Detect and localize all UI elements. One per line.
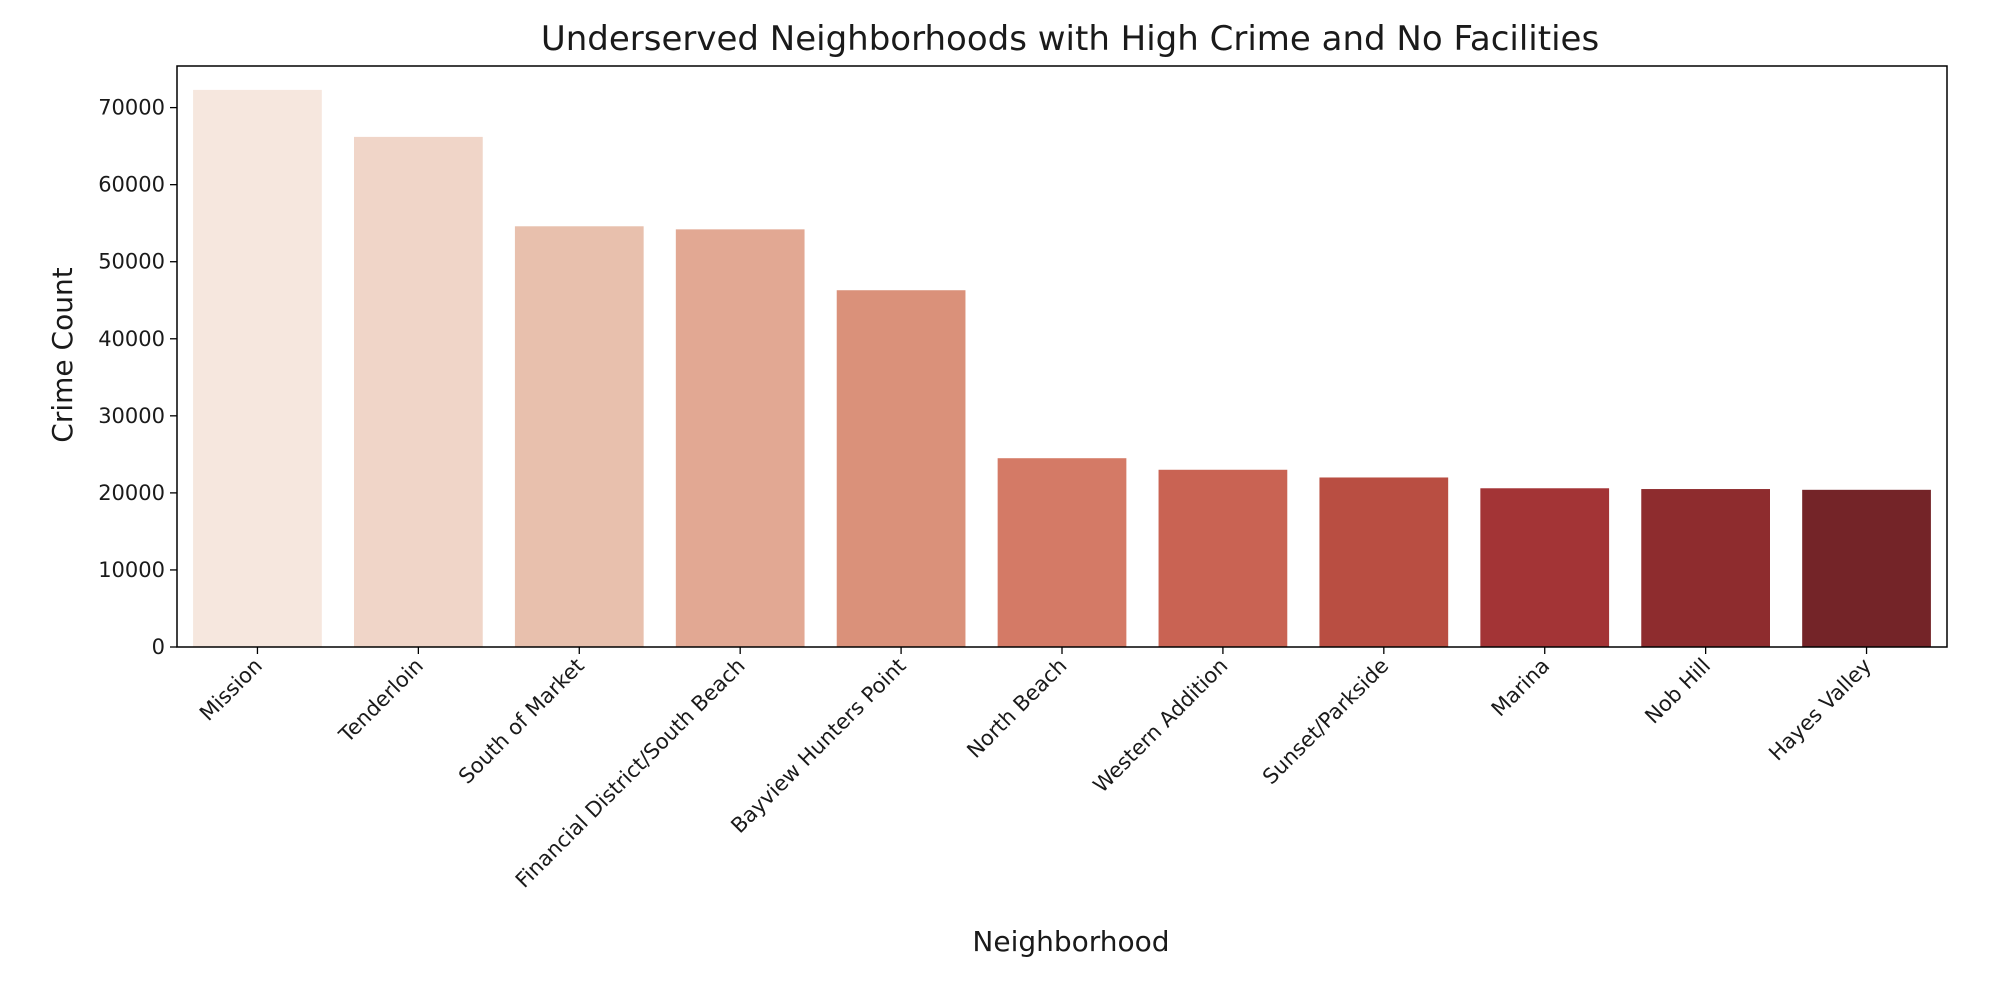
x-tick-label: Bayview Hunters Point [726, 654, 910, 838]
x-tick-label: South of Market [454, 654, 589, 789]
x-tick-label: Nob Hill [1640, 654, 1715, 729]
x-tick-label: Hayes Valley [1764, 654, 1876, 766]
y-tick-label: 40000 [98, 327, 165, 351]
y-axis-ticks: 0 10000 20000 30000 40000 50000 60000 70000 [98, 96, 177, 659]
chart-title: Underserved Neighborhoods with High Crim… [541, 19, 1599, 59]
x-tick-label: Mission [195, 654, 267, 726]
y-tick-label: 20000 [98, 481, 165, 505]
x-tick-label: North Beach [962, 654, 1071, 763]
y-tick-label: 30000 [98, 404, 165, 428]
bar [1319, 477, 1449, 647]
x-tick-label: Marina [1487, 654, 1555, 722]
y-tick-label: 0 [152, 635, 165, 659]
bar [836, 290, 966, 647]
bar [193, 89, 322, 647]
bar [1480, 488, 1610, 647]
x-tick-label: Western Addition [1089, 654, 1233, 798]
y-tick-label: 50000 [98, 250, 165, 274]
bar [354, 136, 483, 647]
bar [997, 458, 1127, 647]
bar [1158, 469, 1288, 647]
x-axis-label: Neighborhood [972, 925, 1169, 958]
x-tick-label: Sunset/Parkside [1258, 654, 1393, 789]
y-tick-label: 70000 [98, 96, 165, 120]
bar [1641, 489, 1770, 647]
bar [1802, 489, 1931, 647]
bar [675, 229, 805, 648]
x-tick-label: Tenderloin [334, 654, 428, 748]
y-axis-label: Crime Count [46, 267, 79, 442]
bar [514, 226, 644, 647]
x-axis-ticks: Mission Tenderloin South of MarketFinancia… [195, 647, 1876, 893]
plot-frame [176, 65, 1948, 648]
y-tick-label: 10000 [98, 558, 165, 582]
y-tick-label: 60000 [98, 173, 165, 197]
bars-layer [193, 89, 1931, 648]
